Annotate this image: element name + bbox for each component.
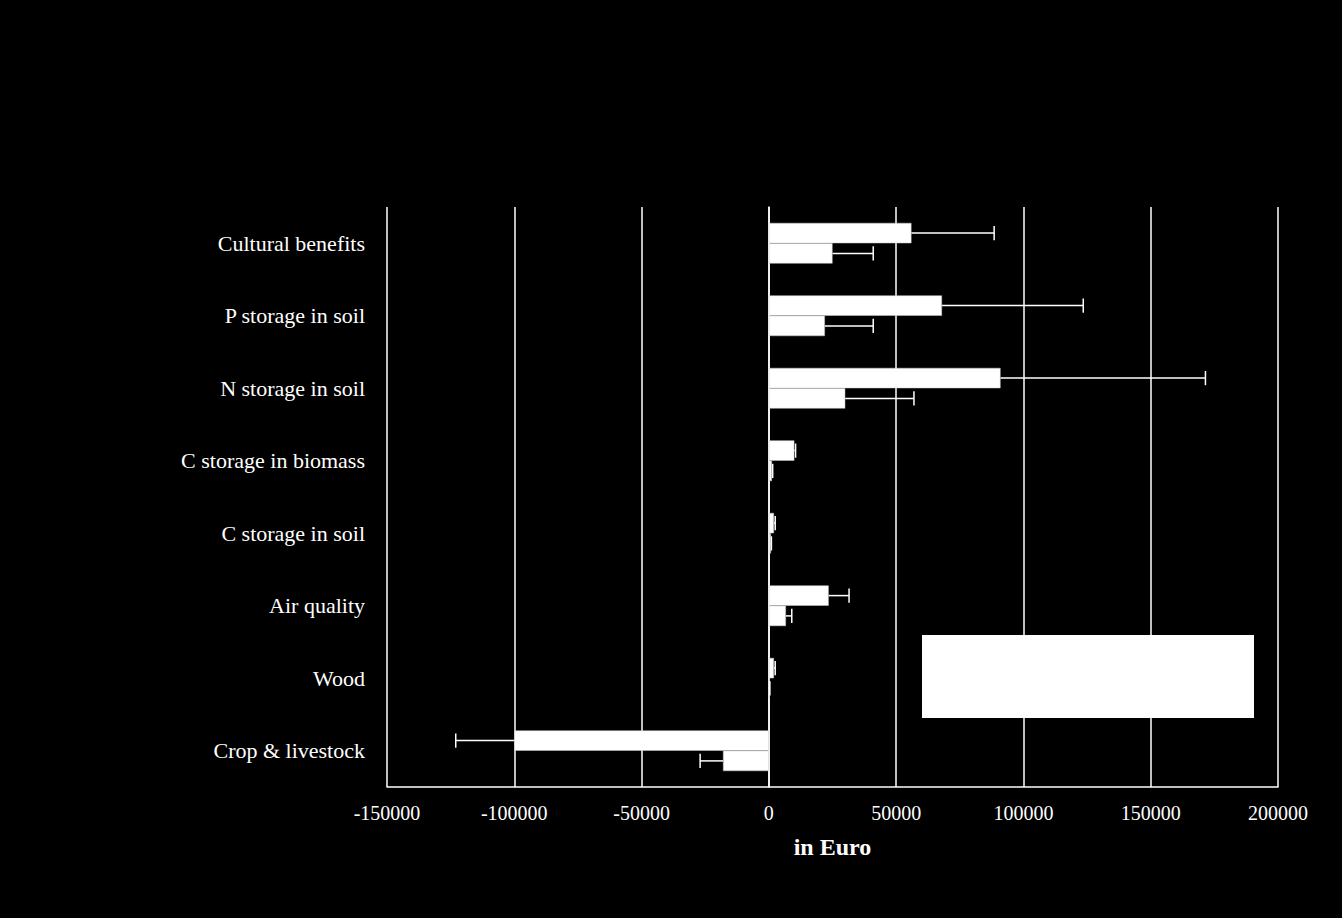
svg-text:C storage in soil: C storage in soil bbox=[221, 521, 365, 546]
svg-text:100000: 100000 bbox=[993, 802, 1053, 824]
svg-text:50000: 50000 bbox=[871, 802, 921, 824]
svg-text:N storage in soil: N storage in soil bbox=[220, 376, 365, 401]
svg-text:Wood: Wood bbox=[313, 666, 365, 691]
svg-text:Air quality: Air quality bbox=[269, 593, 365, 618]
svg-text:-100000: -100000 bbox=[481, 802, 548, 824]
svg-text:0: 0 bbox=[764, 802, 774, 824]
svg-text:-150000: -150000 bbox=[354, 802, 421, 824]
svg-text:200000: 200000 bbox=[1248, 802, 1308, 824]
svg-text:150000: 150000 bbox=[1121, 802, 1181, 824]
svg-text:Crop & livestock: Crop & livestock bbox=[213, 738, 365, 763]
svg-text:Cultural benefits: Cultural benefits bbox=[218, 231, 365, 256]
svg-text:in Euro: in Euro bbox=[794, 834, 872, 860]
svg-text:P storage in soil: P storage in soil bbox=[225, 303, 365, 328]
svg-text:C storage in biomass: C storage in biomass bbox=[181, 448, 365, 473]
svg-text:-50000: -50000 bbox=[613, 802, 670, 824]
